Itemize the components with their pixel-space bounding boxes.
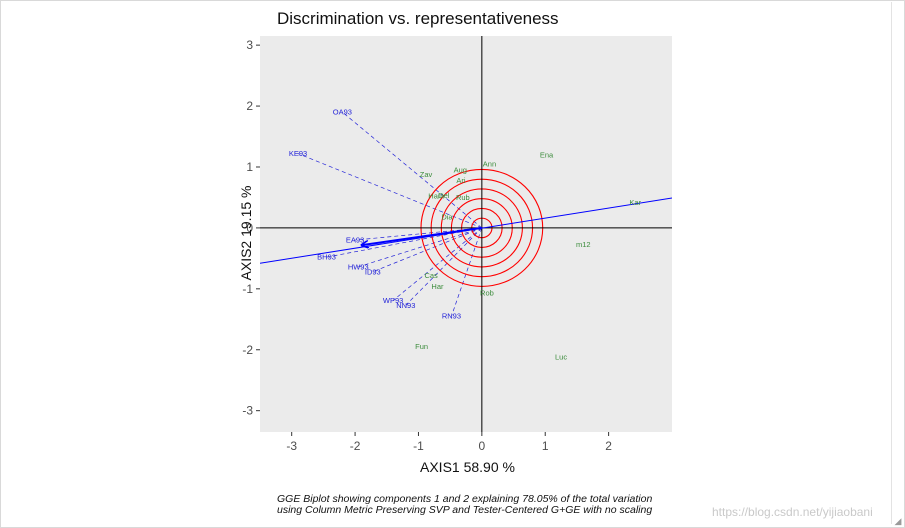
genotype-label-m12: m12 [576,240,591,249]
window-side-strip [891,2,902,524]
genotype-label-del: Del [438,191,450,200]
y-tick-label: 3 [246,38,253,52]
x-tick-label: -2 [350,439,361,453]
y-tick-label: 0 [246,221,253,235]
genotype-label-zav: Zav [420,170,433,179]
environment-label-ea93: EA93 [346,236,364,245]
environment-label-ke93: KE93 [289,149,307,158]
environment-vector-id93 [372,227,482,273]
genotype-label-rob: Rob [480,289,494,298]
genotype-label-ham: Ham [428,192,444,201]
genotype-label-rub: Rub [456,193,470,202]
genotype-label-luc: Luc [555,353,567,362]
y-tick-label: 2 [246,99,253,113]
resize-grip-icon[interactable]: ◢ [894,516,902,526]
environment-label-bh93: BH93 [317,253,336,262]
environment-vector-hw93 [358,227,482,268]
environment-label-oa93: OA93 [333,108,352,117]
genotype-label-kar: Kar [629,198,641,207]
environment-vector-ke93 [297,153,482,229]
environment-label-wp93: WP93 [383,296,403,305]
average-environment-arrow [363,226,482,245]
genotype-label-har: Har [431,282,444,291]
y-tick-label: -1 [242,282,253,296]
x-axis-label: AXIS1 58.90 % [420,459,515,475]
caption-line-2: using Column Metric Preserving SVP and T… [277,504,653,516]
genotype-label-ena: Ena [540,150,554,159]
environment-label-id93: ID93 [365,267,381,276]
x-tick-label: 1 [542,439,549,453]
genotype-label-cas: Cas [424,271,438,280]
environment-label-rn93: RN93 [442,312,461,321]
environment-vector-rn93 [451,227,483,317]
genotype-label-dia: Dia [441,212,453,221]
caption-line-1: GGE Biplot showing components 1 and 2 ex… [277,493,653,505]
x-tick-label: 2 [605,439,612,453]
y-tick-label: -3 [242,404,253,418]
x-tick-label: -1 [413,439,424,453]
environment-label-hw93: HW93 [348,262,369,271]
figure-caption: GGE Biplot showing components 1 and 2 ex… [277,494,652,516]
environment-vector-bh93 [326,227,482,258]
genotype-label-ann: Ann [483,159,496,168]
genotype-label-ari: Ari [456,176,466,185]
x-tick-label: 0 [479,439,486,453]
y-tick-label: -2 [242,343,253,357]
y-tick-label: 1 [246,160,253,174]
chart-title: Discrimination vs. representativeness [277,9,559,28]
watermark: https://blog.csdn.net/yijiaobani [712,505,873,519]
environment-vector-wp93 [392,227,483,301]
x-tick-label: -3 [286,439,297,453]
environment-label-nn93: NN93 [396,301,415,310]
genotype-label-aug: Aug [454,166,467,175]
y-axis-label: AXIS2 19.15 % [238,185,254,281]
genotype-label-fun: Fun [415,342,428,351]
